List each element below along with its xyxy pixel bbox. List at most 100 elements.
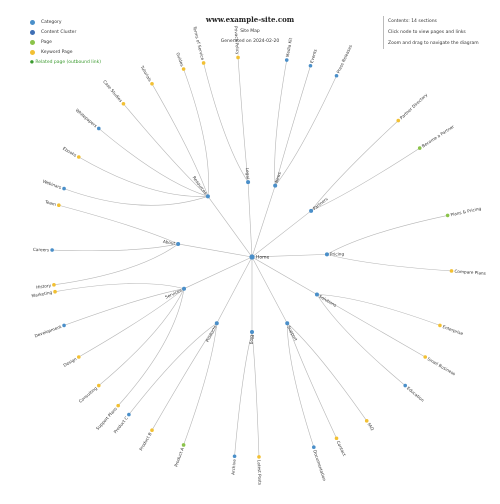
page-label[interactable]: Compare Plans xyxy=(454,269,486,276)
category-label[interactable]: Resources xyxy=(192,175,209,195)
page-label[interactable]: Events xyxy=(309,49,318,64)
category-label[interactable]: About xyxy=(163,239,176,246)
page-node[interactable] xyxy=(76,355,81,359)
page-node[interactable] xyxy=(53,289,57,294)
page-node[interactable] xyxy=(423,355,428,359)
page-label[interactable]: Plans & Pricing xyxy=(450,206,482,217)
page-node[interactable] xyxy=(116,403,120,408)
page-node[interactable] xyxy=(150,428,154,433)
leaf-link xyxy=(151,83,209,197)
category-node[interactable] xyxy=(205,194,210,199)
page-node[interactable] xyxy=(62,186,66,191)
category-label[interactable]: Services xyxy=(164,288,182,300)
page-label[interactable]: Product C xyxy=(113,415,129,434)
page-label[interactable]: Development xyxy=(34,324,63,338)
page-label[interactable]: History xyxy=(36,283,52,290)
page-node[interactable] xyxy=(201,61,206,65)
page-node[interactable] xyxy=(181,67,186,71)
page-node[interactable] xyxy=(96,383,101,388)
page-node[interactable] xyxy=(236,55,240,60)
category-node[interactable] xyxy=(246,180,251,185)
page-label[interactable]: Careers xyxy=(33,247,49,253)
page-label[interactable]: Latest Posts xyxy=(257,460,263,485)
page-node[interactable] xyxy=(121,101,126,106)
leaf-link xyxy=(310,147,420,212)
category-node[interactable] xyxy=(314,292,319,297)
page-node[interactable] xyxy=(127,412,131,417)
page-label[interactable]: Whitepapers xyxy=(75,108,99,129)
page-label[interactable]: Consulting xyxy=(78,385,99,403)
info-line: Click node to view pages and links xyxy=(388,30,466,35)
root-label[interactable]: Home xyxy=(256,255,270,261)
page-label[interactable]: Enterprise xyxy=(442,324,464,336)
site-title[interactable]: www.example-site.com xyxy=(205,15,295,24)
page-label[interactable]: Product A xyxy=(173,447,185,468)
page-node[interactable] xyxy=(334,436,339,441)
page-node[interactable] xyxy=(445,213,450,218)
page-node[interactable] xyxy=(438,323,442,328)
page-label[interactable]: Design xyxy=(62,356,77,368)
category-label[interactable]: Pricing xyxy=(330,251,345,257)
page-label[interactable]: Tutorials xyxy=(139,64,153,83)
page-label[interactable]: Guides xyxy=(175,52,185,67)
leaf-link xyxy=(183,68,209,197)
tree-links xyxy=(52,57,452,457)
page-label[interactable]: Media Kit xyxy=(285,37,293,57)
page-label[interactable]: Education xyxy=(406,386,425,403)
page-label[interactable]: Documentation xyxy=(312,449,327,482)
root-node[interactable] xyxy=(249,254,255,260)
page-node[interactable] xyxy=(364,419,369,423)
page-label[interactable]: Archive xyxy=(230,459,236,475)
category-node[interactable] xyxy=(250,330,254,334)
page-node[interactable] xyxy=(257,455,261,459)
page-label[interactable]: Case Studies xyxy=(102,79,123,103)
page-node[interactable] xyxy=(449,269,454,273)
category-node[interactable] xyxy=(273,183,278,188)
page-node[interactable] xyxy=(96,126,101,131)
page-label[interactable]: Press Releases xyxy=(336,44,354,74)
page-label[interactable]: Partner Directory xyxy=(399,92,429,120)
page-node[interactable] xyxy=(396,118,401,123)
page-node[interactable] xyxy=(284,58,289,62)
page-node[interactable] xyxy=(312,445,316,450)
page-node[interactable] xyxy=(76,155,81,159)
category-node[interactable] xyxy=(182,286,187,291)
page-label[interactable]: Become a Partner xyxy=(421,124,455,149)
page-label[interactable]: Contact xyxy=(336,440,348,457)
category-node[interactable] xyxy=(309,208,314,213)
page-node[interactable] xyxy=(232,454,237,459)
page-label[interactable]: Marketing xyxy=(31,290,53,299)
page-label[interactable]: Small Business xyxy=(427,356,457,376)
category-label[interactable]: Blog xyxy=(250,335,255,345)
page-node[interactable] xyxy=(57,203,61,208)
category-label[interactable]: Legal xyxy=(245,168,251,179)
legend-label: Content Cluster xyxy=(41,29,77,35)
page-node[interactable] xyxy=(52,283,56,287)
page-node[interactable] xyxy=(308,63,313,68)
page-node[interactable] xyxy=(334,73,339,78)
category-node[interactable] xyxy=(176,241,181,246)
page-node[interactable] xyxy=(417,146,422,150)
page-node[interactable] xyxy=(403,383,408,388)
category-node[interactable] xyxy=(324,252,329,257)
page-node[interactable] xyxy=(50,248,54,252)
page-label[interactable]: FAQ xyxy=(366,422,375,432)
category-node[interactable] xyxy=(214,321,219,326)
leaf-link xyxy=(63,188,209,206)
page-label[interactable]: Ebooks xyxy=(62,146,78,158)
page-label[interactable]: Product B xyxy=(138,431,152,451)
page-label[interactable]: Team xyxy=(44,199,57,207)
page-label[interactable]: Privacy Policy xyxy=(233,26,240,55)
leaf-link xyxy=(316,294,426,358)
category-node[interactable] xyxy=(285,321,290,326)
page-node[interactable] xyxy=(150,81,154,86)
page-node[interactable] xyxy=(62,323,66,328)
page-node[interactable] xyxy=(181,443,186,447)
leaf-link xyxy=(274,65,311,186)
legend-item-keyword: Keyword Page xyxy=(30,47,101,57)
category-label[interactable]: News xyxy=(274,171,282,183)
page-label[interactable]: Webinars xyxy=(42,179,62,190)
